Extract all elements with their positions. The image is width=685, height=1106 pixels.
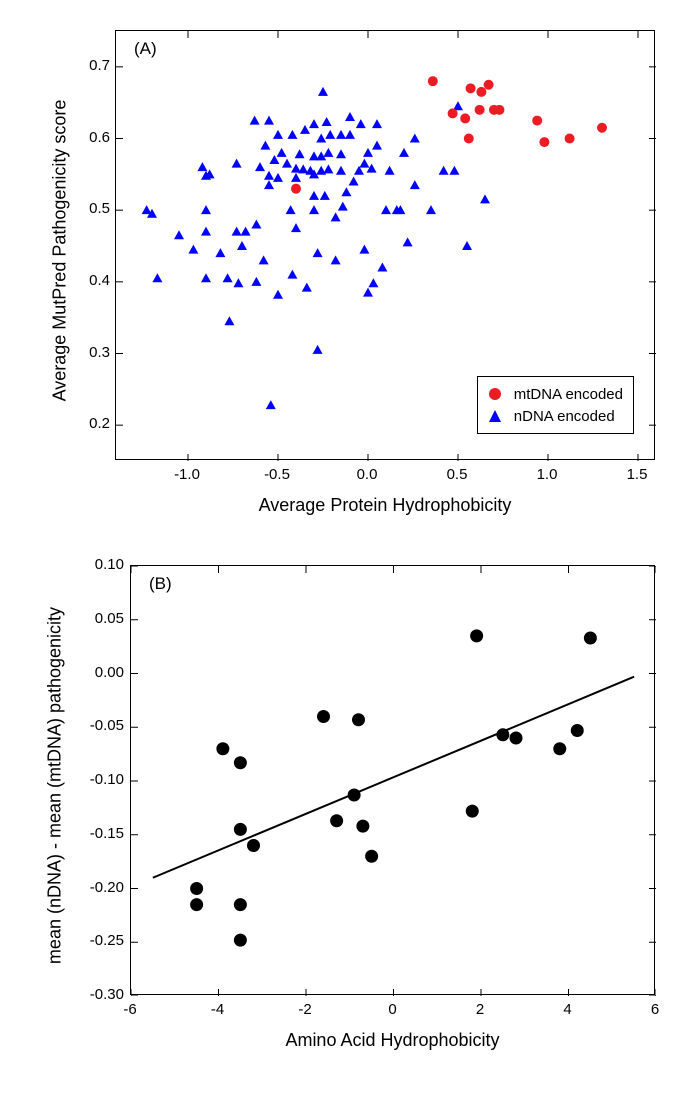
ytick-label: 0.6 [78, 129, 110, 146]
ytick-label: 0.05 [78, 610, 124, 627]
circle-marker-icon [486, 387, 504, 401]
panel-a: Average MutPred Pathogenicity score (A) … [20, 10, 665, 540]
ytick-label: 0.00 [78, 664, 124, 681]
ytick-label: -0.20 [78, 879, 124, 896]
xtick-label: -1.0 [167, 466, 207, 483]
ytick-label: 0.3 [78, 344, 110, 361]
ytick-label: 0.4 [78, 272, 110, 289]
legend-label-nd: nDNA encoded [514, 408, 615, 425]
panel-b-svg [131, 566, 656, 996]
ytick-label: 0.10 [78, 556, 124, 573]
xtick-label: -0.5 [257, 466, 297, 483]
ytick-label: 0.2 [78, 415, 110, 432]
xtick-label: -6 [115, 1001, 145, 1018]
xtick-label: 1.0 [527, 466, 567, 483]
panel-a-legend: mtDNA encoded nDNA encoded [477, 376, 634, 434]
xtick-label: 0.0 [347, 466, 387, 483]
xtick-label: -2 [290, 1001, 320, 1018]
xtick-label: 0 [378, 1001, 408, 1018]
panel-a-xlabel: Average Protein Hydrophobicity [115, 495, 655, 516]
legend-label-mt: mtDNA encoded [514, 386, 623, 403]
xtick-label: 1.5 [617, 466, 657, 483]
panel-b: mean (nDNA) - mean (mtDNA) pathogenicity… [20, 545, 665, 1090]
legend-row-nd: nDNA encoded [486, 405, 623, 427]
triangle-marker-icon [486, 409, 504, 423]
ytick-label: 0.5 [78, 200, 110, 217]
ytick-label: 0.7 [78, 57, 110, 74]
xtick-label: -4 [203, 1001, 233, 1018]
ytick-label: -0.05 [78, 717, 124, 734]
xtick-label: 2 [465, 1001, 495, 1018]
panel-b-xlabel: Amino Acid Hydrophobicity [130, 1030, 655, 1051]
panel-b-tag: (B) [149, 574, 172, 594]
xtick-label: 0.5 [437, 466, 477, 483]
ytick-label: -0.30 [78, 986, 124, 1003]
panel-a-ylabel: Average MutPred Pathogenicity score [50, 71, 71, 431]
panel-a-tag: (A) [134, 39, 157, 59]
panel-b-ylabel: mean (nDNA) - mean (mtDNA) pathogenicity [45, 586, 66, 986]
legend-row-mt: mtDNA encoded [486, 383, 623, 405]
xtick-label: 4 [553, 1001, 583, 1018]
xtick-label: 6 [640, 1001, 670, 1018]
panel-b-plot: (B) [130, 565, 655, 995]
ytick-label: -0.25 [78, 932, 124, 949]
ytick-label: -0.15 [78, 825, 124, 842]
ytick-label: -0.10 [78, 771, 124, 788]
panel-a-plot: (A) mtDNA encoded nDNA encoded [115, 30, 655, 460]
